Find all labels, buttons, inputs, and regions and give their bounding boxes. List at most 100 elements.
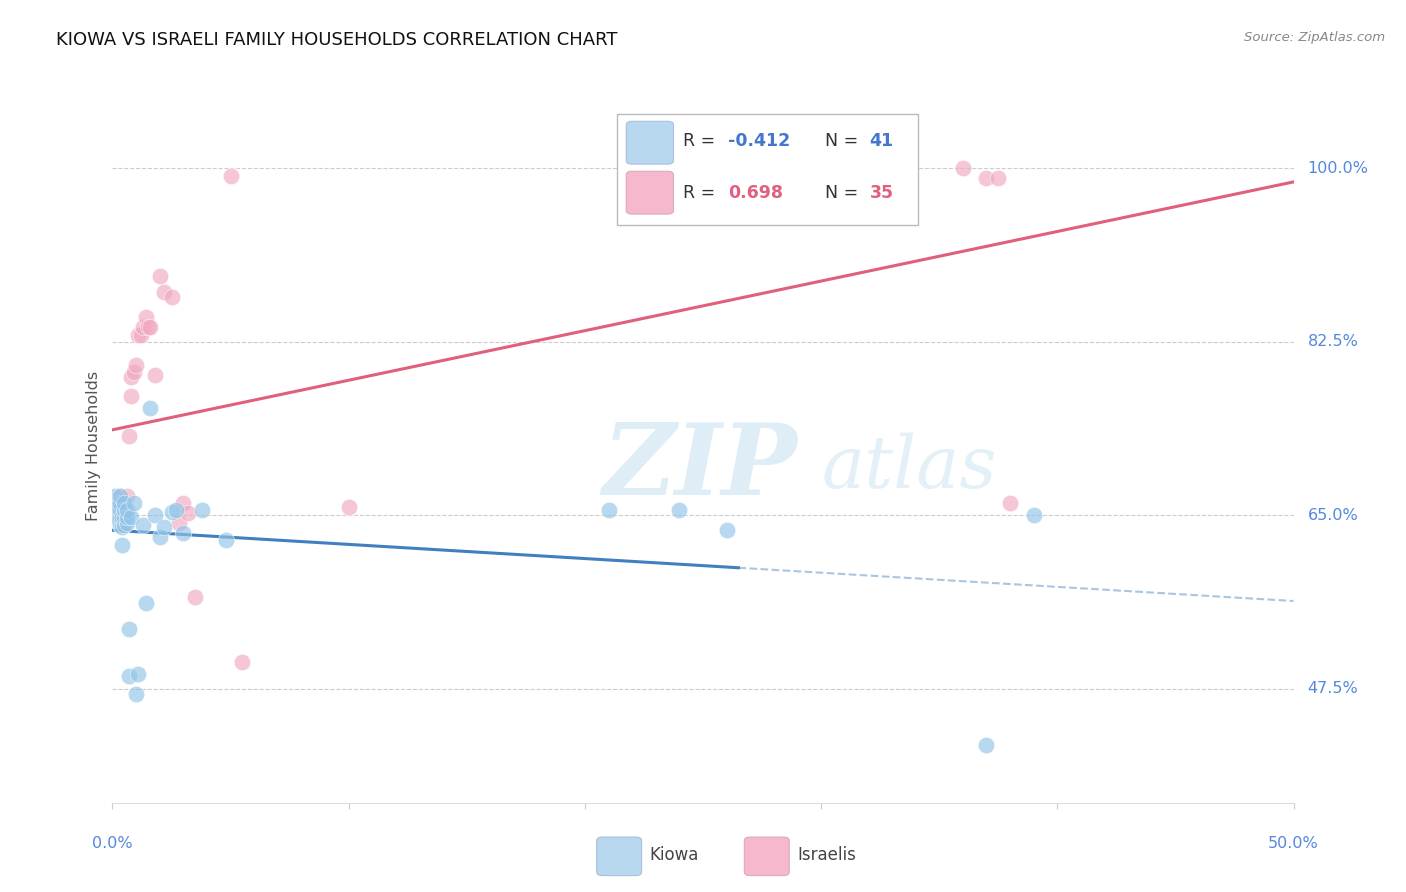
Point — [112, 503, 135, 517]
Point — [987, 171, 1010, 186]
Point — [337, 500, 360, 515]
Point — [104, 489, 127, 503]
Point — [177, 507, 200, 521]
Point — [104, 499, 127, 513]
Point — [191, 503, 214, 517]
Point — [598, 503, 620, 517]
Text: Israelis: Israelis — [797, 846, 856, 863]
Point — [120, 389, 142, 403]
Point — [111, 538, 134, 552]
Point — [115, 489, 138, 503]
Point — [172, 526, 194, 541]
Text: N =: N = — [825, 132, 863, 150]
Point — [135, 596, 157, 610]
Point — [132, 518, 155, 533]
Point — [118, 669, 141, 683]
Point — [143, 368, 166, 382]
Point — [112, 518, 135, 533]
Text: KIOWA VS ISRAELI FAMILY HOUSEHOLDS CORRELATION CHART: KIOWA VS ISRAELI FAMILY HOUSEHOLDS CORRE… — [56, 31, 617, 49]
Point — [762, 161, 785, 176]
Text: 100.0%: 100.0% — [1308, 161, 1368, 176]
Point — [149, 268, 172, 283]
Point — [120, 510, 142, 524]
Point — [115, 503, 138, 517]
Text: 0.0%: 0.0% — [93, 836, 132, 851]
Point — [125, 358, 148, 372]
Point — [108, 489, 131, 503]
Point — [1022, 508, 1045, 523]
Text: 65.0%: 65.0% — [1308, 508, 1358, 523]
Text: 41: 41 — [869, 132, 894, 150]
Point — [112, 503, 135, 517]
Point — [111, 510, 134, 524]
Point — [104, 510, 127, 524]
Point — [132, 320, 155, 334]
Text: R =: R = — [683, 132, 721, 150]
Point — [105, 503, 128, 517]
Point — [136, 320, 159, 334]
Point — [108, 510, 131, 524]
Point — [111, 510, 134, 524]
Text: Kiowa: Kiowa — [650, 846, 699, 863]
Point — [122, 365, 145, 379]
Point — [668, 503, 690, 517]
Point — [149, 530, 172, 544]
Point — [122, 496, 145, 510]
Point — [127, 328, 149, 343]
Point — [153, 285, 176, 300]
Point — [115, 510, 138, 524]
Text: R =: R = — [683, 184, 721, 202]
Point — [952, 161, 974, 176]
Point — [108, 496, 131, 510]
Point — [108, 518, 131, 533]
Point — [125, 687, 148, 701]
Point — [976, 171, 998, 186]
Point — [184, 590, 207, 604]
Point — [112, 510, 135, 524]
Y-axis label: Family Households: Family Households — [86, 371, 101, 521]
Point — [998, 496, 1021, 510]
Point — [139, 320, 162, 334]
Point — [716, 523, 738, 537]
Text: ZIP: ZIP — [603, 419, 797, 516]
Point — [118, 429, 141, 443]
Point — [108, 489, 131, 503]
Point — [115, 516, 138, 531]
Point — [120, 369, 142, 384]
Point — [105, 510, 128, 524]
Point — [172, 496, 194, 510]
Point — [231, 655, 253, 669]
Point — [219, 169, 242, 184]
Point — [105, 500, 128, 515]
Text: 35: 35 — [869, 184, 894, 202]
Point — [160, 290, 183, 304]
Point — [165, 503, 187, 517]
Point — [112, 496, 135, 510]
Point — [108, 496, 131, 510]
FancyBboxPatch shape — [626, 121, 673, 164]
FancyBboxPatch shape — [596, 837, 641, 876]
Point — [167, 516, 190, 531]
FancyBboxPatch shape — [617, 114, 918, 225]
Point — [139, 401, 162, 416]
Point — [111, 520, 134, 534]
Point — [129, 328, 152, 343]
Point — [112, 496, 135, 510]
Point — [108, 503, 131, 517]
Text: Source: ZipAtlas.com: Source: ZipAtlas.com — [1244, 31, 1385, 45]
FancyBboxPatch shape — [744, 837, 789, 876]
Text: 47.5%: 47.5% — [1308, 681, 1358, 697]
Point — [153, 520, 176, 534]
Text: 0.698: 0.698 — [728, 184, 783, 202]
Point — [118, 623, 141, 637]
Text: 50.0%: 50.0% — [1268, 836, 1319, 851]
Point — [976, 739, 998, 753]
Point — [127, 667, 149, 681]
Text: -0.412: -0.412 — [728, 132, 790, 150]
Text: 82.5%: 82.5% — [1308, 334, 1358, 350]
Point — [143, 508, 166, 523]
Point — [215, 533, 238, 548]
Text: N =: N = — [825, 184, 863, 202]
FancyBboxPatch shape — [626, 171, 673, 214]
Point — [135, 310, 157, 325]
